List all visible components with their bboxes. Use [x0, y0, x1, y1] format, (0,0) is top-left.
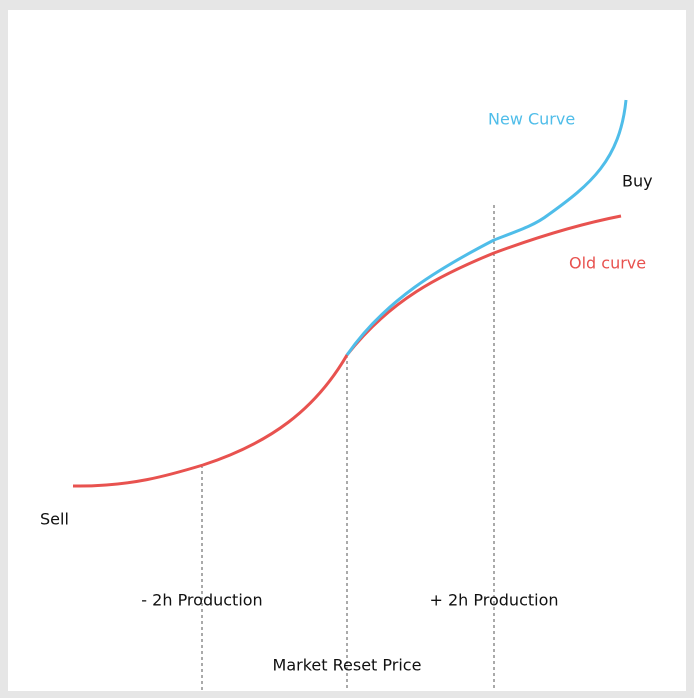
- new-curve: [345, 99, 628, 356]
- old-curve-label: Old curve: [569, 254, 646, 273]
- new-curve-label: New Curve: [488, 110, 575, 129]
- buy-label: Buy: [622, 172, 653, 191]
- minus-production-label: - 2h Production: [141, 591, 262, 610]
- sell-label: Sell: [40, 510, 69, 529]
- plus-production-label: + 2h Production: [429, 591, 558, 610]
- guides: [201, 205, 495, 691]
- canvas: [8, 10, 686, 691]
- reset-price-label: Market Reset Price: [273, 656, 422, 675]
